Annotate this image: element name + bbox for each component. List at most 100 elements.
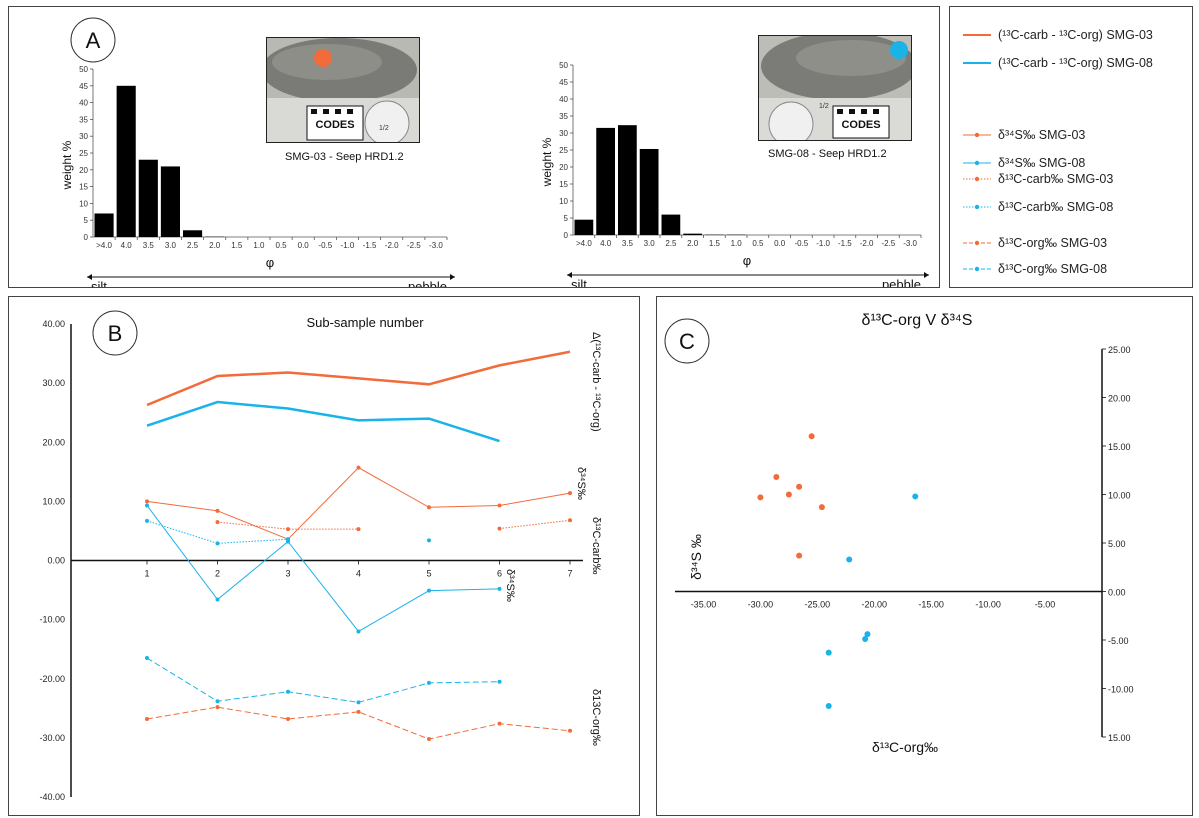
series-point bbox=[568, 491, 572, 496]
series-line bbox=[217, 521, 359, 530]
label-delta: Δ(¹³C-carb - ¹³C-org) bbox=[590, 332, 602, 432]
series-point bbox=[356, 465, 361, 470]
scatter-point bbox=[785, 491, 792, 498]
scale-arrow-left-head bbox=[87, 274, 92, 280]
series-point bbox=[568, 728, 572, 733]
legend-marker bbox=[974, 204, 980, 210]
panel-a-letter: A bbox=[86, 28, 101, 53]
photo-logo: CODES bbox=[315, 119, 354, 131]
bar-chart-smg03: 0 5 10 15 20 25 30 35 40 45 50 >4.0 4.0 3.5 3.0 2.5 2.0 1… bbox=[60, 65, 455, 287]
series-line bbox=[146, 400, 500, 443]
x-tick-label: 4.0 bbox=[600, 239, 612, 248]
panel-b: B Sub-sample number -40.00 -30.00 -20.00 -1… bbox=[8, 296, 640, 816]
x-tick-label: 0.0 bbox=[298, 241, 310, 250]
series-point bbox=[286, 527, 290, 532]
series-point bbox=[286, 537, 290, 542]
x-tick-label: 5 bbox=[426, 569, 431, 579]
legend-swatch bbox=[963, 204, 991, 210]
y-tick-label: -10.00 bbox=[1108, 685, 1134, 695]
panel-c-chart: C δ¹³C-org V δ³⁴S -35.00 -30.00 -25.00 -20.… bbox=[664, 312, 1134, 755]
legend-swatch bbox=[963, 240, 991, 246]
x-axis-label: φ bbox=[743, 253, 751, 268]
y-tick-label: 35 bbox=[79, 115, 88, 124]
y-tick-label: 50 bbox=[559, 61, 568, 70]
scatter-point bbox=[757, 494, 764, 501]
x-tick-label: 4.0 bbox=[121, 241, 133, 250]
x-tick-label: 2.0 bbox=[687, 239, 699, 248]
bar-5 bbox=[683, 233, 702, 235]
bar-2 bbox=[138, 159, 158, 237]
legend-swatch bbox=[963, 266, 991, 272]
legend-label: δ¹³C-org‰ SMG-03 bbox=[998, 236, 1108, 250]
series-point bbox=[427, 737, 431, 742]
scale-arrow-left-head bbox=[567, 272, 572, 278]
legend-swatch bbox=[963, 34, 991, 36]
series-point bbox=[145, 656, 149, 661]
x-tick-label: 1.0 bbox=[253, 241, 265, 250]
photo-caption-smg08: SMG-08 - Seep HRD1.2 bbox=[768, 148, 887, 160]
series-point bbox=[145, 499, 149, 504]
y-tick-label: 10.00 bbox=[42, 496, 65, 506]
photo-note: 1/2 bbox=[379, 125, 389, 132]
y-tick-label: 40.00 bbox=[42, 319, 65, 329]
scale-arrow-right-head bbox=[924, 272, 929, 278]
x-tick-label: 1.0 bbox=[731, 239, 743, 248]
series-point bbox=[145, 716, 149, 721]
legend-label: δ¹³C-carb‰ SMG-08 bbox=[998, 200, 1114, 214]
y-tick-label: 0.00 bbox=[47, 556, 65, 566]
series-point bbox=[215, 699, 220, 704]
label-d34s-upper: δ³⁴S‰ bbox=[575, 467, 587, 500]
x-tick-label: -2.0 bbox=[860, 239, 874, 248]
x-tick-label: -20.00 bbox=[862, 600, 888, 610]
x-tick-label: 0.5 bbox=[276, 241, 288, 250]
legend-marker bbox=[974, 160, 980, 166]
legend-label: δ³⁴S‰ SMG-03 bbox=[998, 128, 1086, 142]
y-tick-label: -10.00 bbox=[39, 615, 65, 625]
legend-swatch bbox=[963, 132, 991, 138]
series-line bbox=[146, 505, 500, 633]
x-tick-label: 3.5 bbox=[143, 241, 155, 250]
photo-caption-smg03: SMG-03 - Seep HRD1.2 bbox=[285, 151, 404, 163]
series-point bbox=[356, 700, 361, 705]
photo-logo: CODES bbox=[841, 119, 880, 131]
x-tick-label: -1.0 bbox=[816, 239, 830, 248]
x-tick-label: 6 bbox=[497, 569, 502, 579]
y-tick-label: 40 bbox=[559, 95, 568, 104]
series-point bbox=[215, 541, 220, 546]
x-tick-label: 3.5 bbox=[622, 239, 634, 248]
legend-swatch bbox=[963, 160, 991, 166]
legend-swatch bbox=[963, 62, 991, 64]
scatter-point bbox=[864, 631, 871, 638]
panel-b-letter-circle bbox=[92, 310, 138, 356]
legend-item: δ³⁴S‰ SMG-08 bbox=[962, 154, 1085, 172]
legend-swatch bbox=[963, 176, 991, 182]
panel-a-letter-circle bbox=[70, 17, 116, 63]
series-point bbox=[215, 597, 220, 602]
x-tick-label: 0.0 bbox=[774, 239, 786, 248]
legend-marker bbox=[974, 266, 980, 272]
y-tick-label: 35 bbox=[559, 112, 568, 121]
series-point bbox=[286, 716, 290, 721]
label-d34s-lower: δ³⁴S‰ bbox=[504, 569, 516, 602]
x-tick-label: -35.00 bbox=[691, 600, 717, 610]
y-tick-label: 30.00 bbox=[42, 378, 65, 388]
y-tick-label: 25 bbox=[559, 146, 568, 155]
y-tick-label: 20.00 bbox=[1108, 394, 1131, 404]
x-tick-label: >4.0 bbox=[576, 239, 592, 248]
scatter-point bbox=[796, 483, 803, 490]
panel-c-letter: C bbox=[679, 329, 695, 354]
y-tick-label: 25 bbox=[79, 149, 88, 158]
bar-4 bbox=[661, 214, 681, 235]
y-tick-label: 30 bbox=[79, 132, 88, 141]
legend-label: (¹³C-carb - ¹³C-org) SMG-03 bbox=[998, 28, 1153, 42]
y-tick-label: -20.00 bbox=[39, 674, 65, 684]
series-point bbox=[497, 586, 502, 591]
x-tick-label: 0.5 bbox=[752, 239, 764, 248]
x-tick-label: -2.0 bbox=[385, 241, 399, 250]
series-point bbox=[427, 538, 431, 543]
scale-right-label: pebble bbox=[408, 279, 447, 287]
scatter-point bbox=[825, 649, 832, 656]
series-line bbox=[146, 350, 571, 407]
series-point bbox=[356, 527, 361, 532]
